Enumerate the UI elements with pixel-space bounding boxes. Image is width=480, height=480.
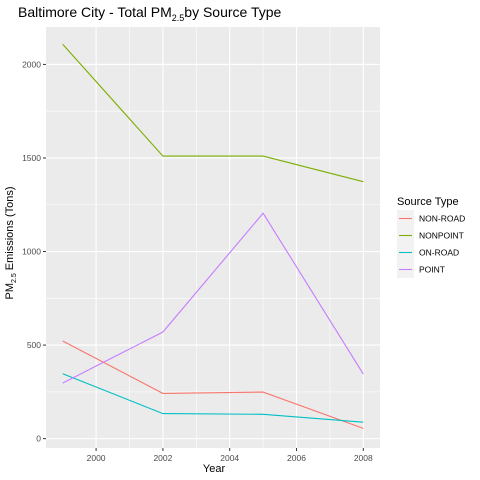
y-axis-title: PM2.5 Emissions (Tons) <box>4 186 18 299</box>
y-tick-label: 1000 <box>22 247 41 257</box>
series-line-on-road <box>62 373 364 423</box>
legend-item-nonpoint: NONPOINT <box>397 227 464 244</box>
legend-label: ON-ROAD <box>419 248 459 258</box>
x-tick-label: 2006 <box>287 453 306 463</box>
legend-label: NONPOINT <box>419 231 464 241</box>
y-tick-label: 2000 <box>22 59 41 69</box>
legend-item-on-road: ON-ROAD <box>397 244 459 261</box>
legend: Source Type NON-ROAD NONPOINT ON-ROAD POINT <box>397 196 465 278</box>
x-tick-label: 2000 <box>87 453 106 463</box>
series-line-nonpoint <box>62 43 364 183</box>
legend-label: POINT <box>419 265 445 275</box>
legend-title: Source Type <box>397 196 459 208</box>
y-tick-label: 0 <box>36 434 41 444</box>
x-tick-label: 2008 <box>354 453 373 463</box>
x-axis-title: Year <box>203 463 226 475</box>
y-tick-label: 500 <box>27 340 41 350</box>
y-tick-label: 1500 <box>22 153 41 163</box>
legend-item-non-road: NON-ROAD <box>397 210 465 227</box>
legend-item-point: POINT <box>397 261 445 278</box>
plot-background <box>46 27 380 448</box>
series-line-point <box>62 212 364 384</box>
x-tick-label: 2002 <box>153 453 172 463</box>
series-line-non-road <box>62 340 364 429</box>
legend-label: NON-ROAD <box>419 214 465 224</box>
chart-title: Baltimore City - Total PM2.5by Source Ty… <box>18 4 282 23</box>
x-tick-label: 2004 <box>220 453 239 463</box>
axis-ticks: 0 500 1000 1500 2000 2000 2002 2004 2006 2008 <box>22 59 373 463</box>
plot-panel <box>46 27 380 448</box>
